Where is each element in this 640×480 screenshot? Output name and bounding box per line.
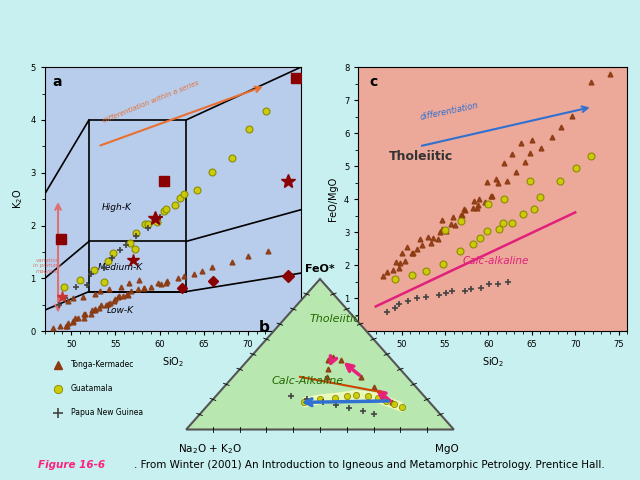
Text: Tonga-Kermadec: Tonga-Kermadec — [71, 360, 134, 369]
Text: MgO: MgO — [435, 444, 459, 454]
Text: . From Winter (2001) An Introduction to Igneous and Metamorphic Petrology. Prent: . From Winter (2001) An Introduction to … — [134, 460, 605, 470]
Text: variation
in primary
magmas: variation in primary magmas — [33, 257, 61, 274]
Text: differentiation: differentiation — [419, 101, 479, 122]
Polygon shape — [304, 391, 402, 411]
Text: c: c — [369, 75, 378, 89]
Text: Guatamala: Guatamala — [71, 384, 113, 393]
Text: Calc-Alkaline: Calc-Alkaline — [272, 376, 344, 386]
Y-axis label: FeO/MgO: FeO/MgO — [328, 177, 339, 221]
Text: Na$_2$O + K$_2$O: Na$_2$O + K$_2$O — [178, 442, 242, 456]
X-axis label: SiO$_2$: SiO$_2$ — [482, 355, 504, 369]
Bar — [0, 0, 640, 58]
Text: a: a — [52, 75, 62, 89]
Y-axis label: K$_2$O: K$_2$O — [11, 189, 25, 209]
Text: Tholeiitic: Tholeiitic — [309, 314, 360, 324]
Text: Figure 16-6: Figure 16-6 — [38, 460, 106, 470]
Text: Low-K: Low-K — [107, 306, 134, 315]
Text: differentiation within a series: differentiation within a series — [102, 80, 200, 124]
Text: b: b — [259, 320, 269, 335]
Text: High-K: High-K — [102, 203, 132, 212]
Text: Medium-K: Medium-K — [98, 264, 143, 273]
Text: Tholeiitic: Tholeiitic — [388, 150, 453, 163]
Text: Papua New Guinea: Papua New Guinea — [71, 408, 143, 418]
Polygon shape — [186, 279, 454, 430]
X-axis label: SiO$_2$: SiO$_2$ — [162, 355, 184, 369]
Text: FeO*: FeO* — [305, 264, 335, 274]
Text: Calc-alkaline: Calc-alkaline — [463, 255, 529, 265]
